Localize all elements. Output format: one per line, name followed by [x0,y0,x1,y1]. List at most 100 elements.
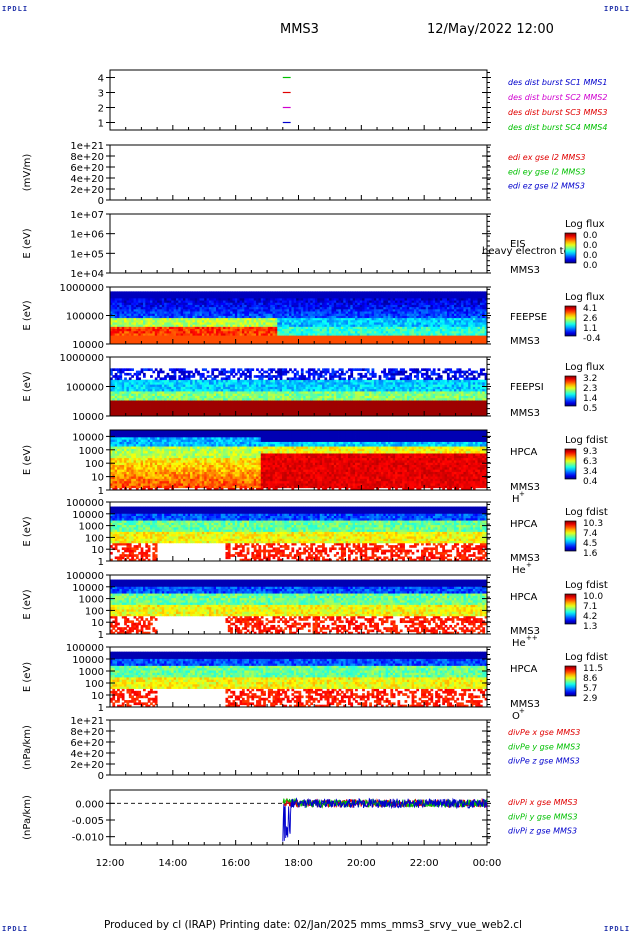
spectrogram-cell [296,326,299,330]
y-tick-label: 2 [98,104,104,115]
spectrogram-cell [114,306,118,310]
spectrogram-cell [213,397,217,401]
spectrogram-cell [314,335,318,338]
spectrogram-cell [234,328,238,332]
spectrogram-cell [173,308,177,312]
spectrogram-cell [251,324,255,327]
spectrogram-cell [378,295,382,299]
spectrogram-cell [126,313,130,316]
spectrogram-cell [237,295,240,299]
spectrogram-cell [272,313,276,316]
spectrogram-cell [446,291,450,294]
spectrogram-cell [185,381,189,385]
spectrogram-cell [230,326,233,330]
spectrogram-cell [180,411,184,415]
spectrogram-cell [187,311,191,314]
spectrogram-cell [272,300,276,303]
spectrogram-cell [220,322,224,325]
spectrogram-cell [159,304,163,308]
spectrogram-cell [213,335,217,338]
spectrogram-cell [343,308,347,312]
spectrogram-cell [305,315,309,319]
spectrogram-cell [159,324,163,327]
spectrogram-cell [220,302,224,305]
y-axis-label: E (eV) [22,228,33,258]
spectrogram-cell [216,393,219,396]
spectrogram-cell [300,311,304,314]
spectrogram-cell [157,315,160,319]
spectrogram-cell [362,311,365,314]
spectrogram-cell [180,324,184,327]
spectrogram-cell [180,379,184,383]
spectrogram-cell [251,335,255,338]
spectrogram-cell [197,308,200,312]
spectrogram-cell [121,297,125,301]
spectrogram-cell [213,375,217,378]
spectrogram-cell [197,326,200,330]
spectrogram-cell [119,322,123,325]
spectrogram-cell [133,300,137,303]
spectrogram-cell [187,384,191,387]
spectrogram-cell [199,411,203,415]
spectrogram-cell [145,388,149,392]
spectrogram-cell [300,317,304,321]
spectrogram-cell [175,384,179,387]
spectrogram-cell [380,337,384,341]
spectrogram-cell [336,326,339,330]
spectrogram-cell [138,379,142,383]
spectrogram-cell [279,319,283,323]
spectrogram-cell [343,302,347,305]
spectrogram-cell [140,326,144,330]
spectrogram-cell [458,291,462,294]
spectrogram-cell [246,306,250,310]
spectrogram-cell [373,326,377,330]
spectrogram-cell [164,391,167,394]
spectrogram-cell [223,319,226,323]
spectrogram-cell [352,304,356,308]
spectrogram-cell [180,295,184,299]
spectrogram-cell [331,339,335,343]
spectrogram-cell [201,341,205,345]
colorbar-tick-label: 0.0 [583,241,598,251]
spectrogram-cell [119,337,123,341]
spectrogram-cell [241,315,245,319]
spectrogram-cell [121,324,125,327]
spectrogram-cell [244,291,248,294]
spectrogram-cell [117,379,120,383]
spectrogram-cell [194,400,198,403]
spectrogram-cell [223,391,226,394]
legend-entry: des dist burst SC1 MMS1 [508,78,607,87]
spectrogram-cell [237,311,240,314]
spectrogram-cell [201,306,205,310]
spectrogram-cell [112,393,116,396]
spectrogram-cell [249,319,252,323]
spectrogram-cell [300,328,304,332]
spectrogram-cell [395,330,398,334]
spectrogram-cell [357,335,361,338]
spectrogram-cell [340,308,344,312]
spectrogram-cell [185,404,189,408]
spectrogram-cell [117,404,120,408]
spectrogram-cell [140,295,144,299]
spectrogram-cell [223,400,226,403]
spectrogram-cell [190,395,193,399]
spectrogram-cell [265,328,269,332]
spectrogram-cell [369,319,372,323]
spectrogram-cell [117,333,120,336]
spectrogram-cell [230,328,233,332]
spectrogram-cell [199,339,203,343]
spectrogram-cell [147,388,151,392]
spectrogram-cell [355,291,358,294]
spectrogram-cell [154,337,158,341]
spectrogram-cell [194,308,198,312]
spectrogram-cell [157,326,160,330]
spectrogram-cell [131,337,134,341]
spectrogram-cell [329,295,332,299]
spectrogram-cell [147,313,151,316]
spectrogram-cell [376,328,380,332]
spectrogram-cell [329,326,332,330]
spectrogram-cell [180,306,184,310]
spectrogram-cell [121,386,125,390]
spectrogram-cell [145,313,149,316]
spectrogram-cell [378,315,382,319]
